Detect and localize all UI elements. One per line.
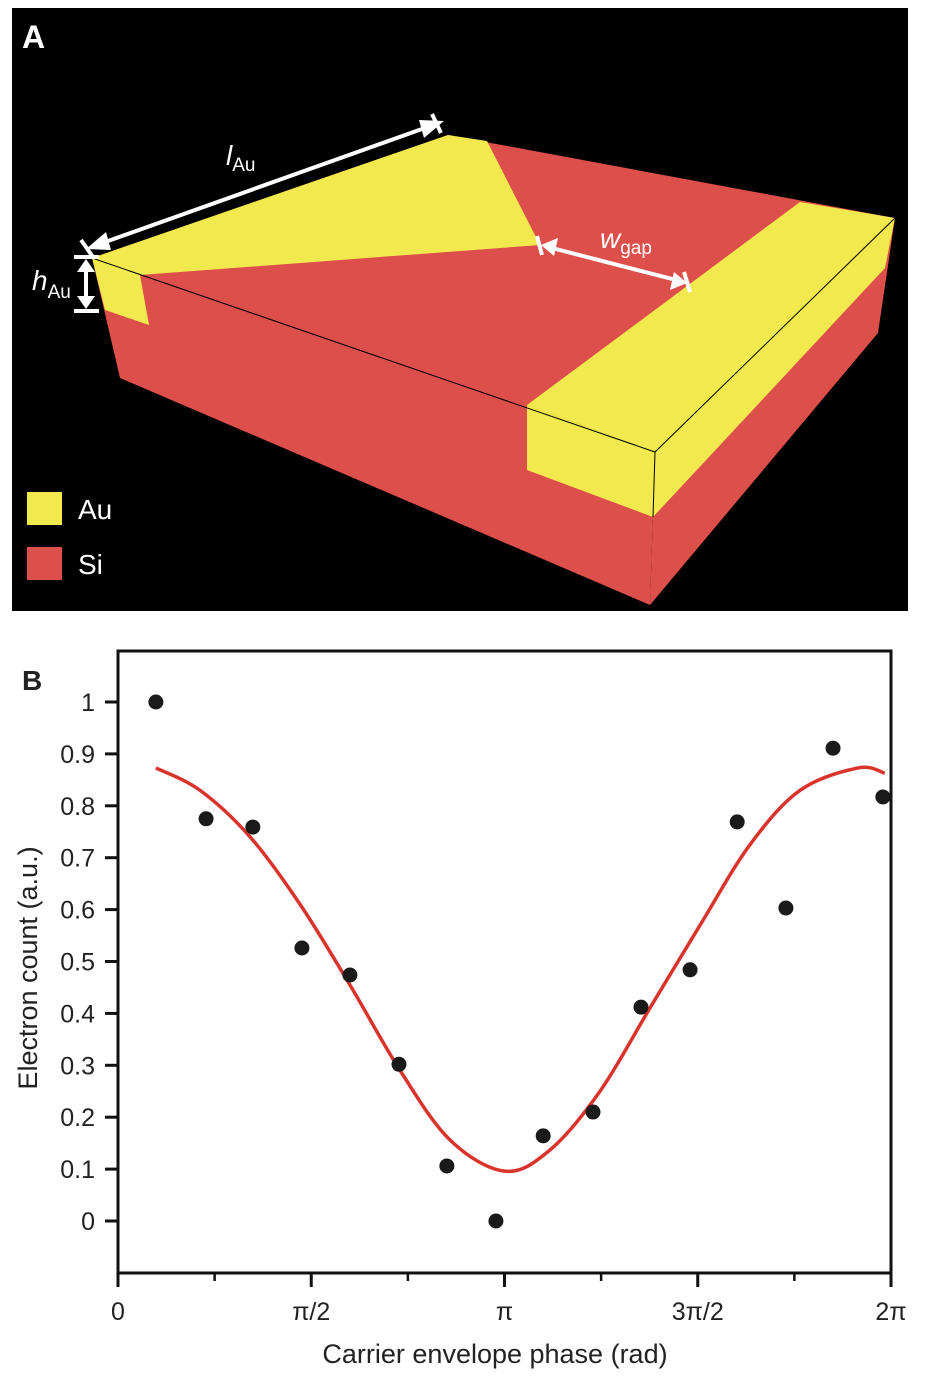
y-tick-label: 0.8 <box>60 793 95 821</box>
x-tick-label: π <box>496 1298 513 1326</box>
data-point <box>342 967 358 983</box>
legend-swatch-si <box>27 547 62 580</box>
length-arrow <box>79 113 444 259</box>
y-tick-label: 0 <box>81 1208 95 1236</box>
legend: Au Si <box>27 492 112 580</box>
au-bar-right <box>653 218 895 517</box>
y-tick-label: 1 <box>81 689 95 717</box>
data-point <box>633 999 649 1015</box>
legend-label-si: Si <box>78 549 103 580</box>
x-axis: 0 π/2 π 3π/2 2π <box>111 1273 907 1326</box>
panel-b-label: B <box>22 665 42 696</box>
length-label-main: l <box>226 140 233 171</box>
au-bar-top <box>527 202 895 452</box>
x-tick-label: 2π <box>875 1298 906 1326</box>
panel-a-diagram: A lAu hAu wgap Au Si <box>12 8 908 611</box>
au-tip-front <box>92 258 149 325</box>
fit-curve <box>155 765 886 1174</box>
data-point <box>198 811 214 827</box>
data-point <box>778 900 794 916</box>
data-point <box>391 1056 407 1072</box>
legend-swatch-au <box>27 492 62 525</box>
x-tick-label: 0 <box>111 1298 125 1326</box>
data-point <box>488 1213 504 1229</box>
plot-frame <box>116 649 893 1275</box>
x-tick-label: 3π/2 <box>672 1298 724 1326</box>
gap-label: wgap <box>600 223 652 259</box>
y-tick-label: 0.4 <box>60 1000 95 1028</box>
y-tick-label: 0.1 <box>60 1156 95 1184</box>
x-tick-label: π/2 <box>292 1298 330 1326</box>
legend-label-au: Au <box>78 494 112 525</box>
box-edge-vertical <box>652 451 656 518</box>
data-point <box>439 1158 455 1174</box>
y-tick-label: 0.7 <box>60 845 95 873</box>
gap-arrow <box>535 235 692 293</box>
panel-b-chart: B 0 0.1 0.2 0.3 0.4 0.5 0.6 0.7 0.8 0.9 1 0 π/2 π 3π/… <box>13 649 907 1369</box>
length-label-sub: Au <box>232 155 255 176</box>
si-front-face <box>92 258 655 605</box>
height-arrow <box>74 255 99 313</box>
data-point <box>682 962 698 978</box>
au-tip-top <box>92 135 540 275</box>
data-point <box>535 1128 551 1144</box>
height-label: hAu <box>32 265 71 303</box>
y-tick-label: 0.2 <box>60 1104 95 1132</box>
data-point <box>148 694 164 710</box>
y-tick-label: 0.5 <box>60 949 95 977</box>
x-axis-label: Carrier envelope phase (rad) <box>322 1339 667 1369</box>
length-label: lAu <box>226 140 255 176</box>
data-points <box>148 694 891 1229</box>
height-label-sub: Au <box>48 282 71 303</box>
data-point <box>585 1104 601 1120</box>
gap-label-main: w <box>600 223 622 254</box>
data-point <box>294 940 310 956</box>
y-tick-label: 0.3 <box>60 1052 95 1080</box>
y-axis-label: Electron count (a.u.) <box>13 846 43 1089</box>
y-tick-label: 0.6 <box>60 897 95 925</box>
y-axis: 0 0.1 0.2 0.3 0.4 0.5 0.6 0.7 0.8 0.9 1 <box>60 689 118 1236</box>
au-bar-front <box>527 405 655 517</box>
panel-a-label: A <box>22 19 45 55</box>
data-point <box>825 740 841 756</box>
data-point <box>729 814 745 830</box>
data-point <box>245 819 261 835</box>
gap-label-sub: gap <box>620 238 652 259</box>
y-tick-label: 0.9 <box>60 741 95 769</box>
height-label-main: h <box>32 265 48 296</box>
data-point <box>875 789 891 805</box>
